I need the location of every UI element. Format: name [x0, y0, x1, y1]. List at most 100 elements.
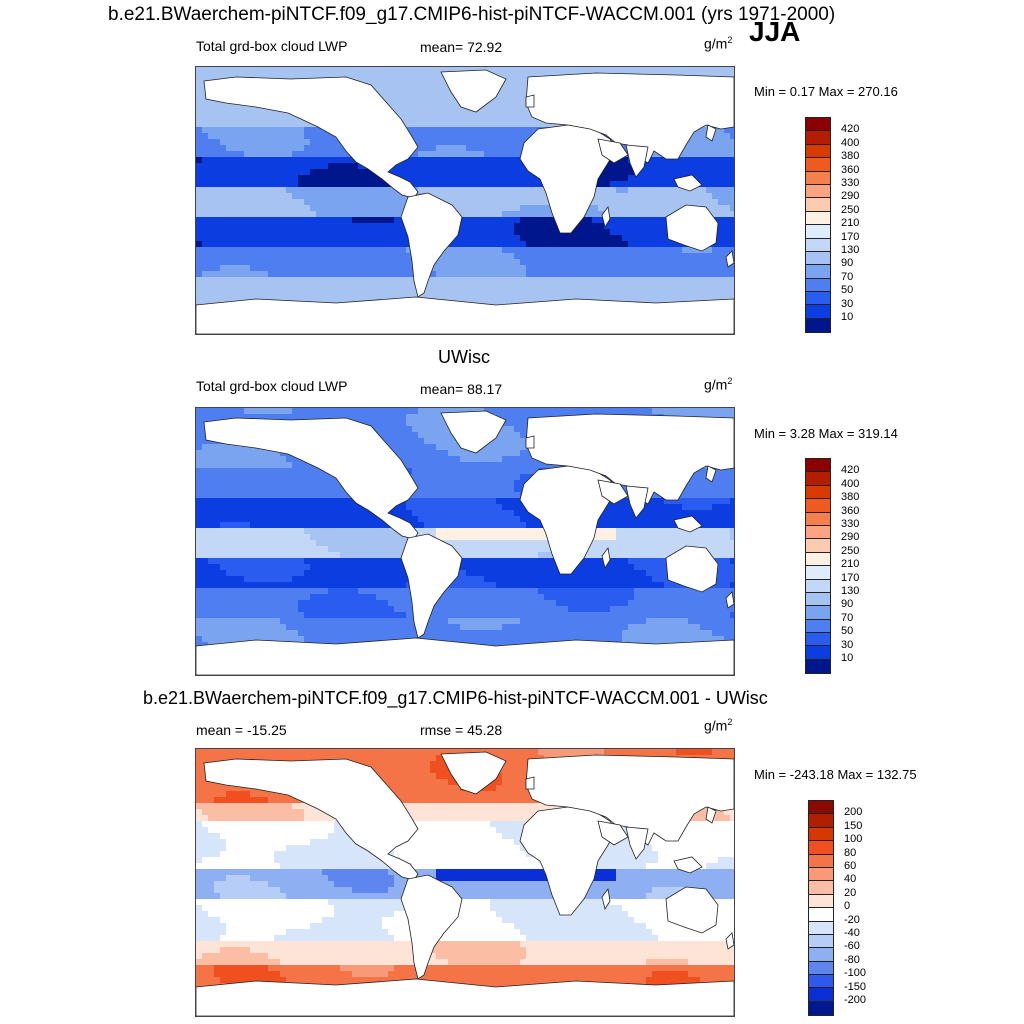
field-cell [388, 235, 394, 241]
field-cell [358, 259, 364, 265]
field-cell [514, 163, 520, 169]
field-cell [436, 127, 442, 133]
field-cell [388, 187, 394, 193]
field-cell [268, 211, 274, 217]
field-cell [652, 277, 658, 283]
field-cell [502, 163, 508, 169]
field-cell [220, 462, 226, 468]
field-cell [418, 73, 424, 79]
field-cell [442, 432, 448, 438]
panel2-map [195, 407, 735, 676]
field-cell [712, 253, 718, 259]
field-cell [508, 151, 514, 157]
field-cell [436, 73, 442, 79]
field-cell [214, 456, 220, 462]
field-cell [328, 259, 334, 265]
field-cell [316, 175, 322, 181]
field-cell [646, 199, 652, 205]
field-cell [706, 139, 712, 145]
field-cell [322, 133, 328, 139]
field-cell [610, 408, 616, 414]
field-cell [520, 181, 526, 187]
field-cell [466, 121, 472, 127]
field-cell [604, 283, 610, 289]
field-cell [364, 408, 370, 414]
field-cell [250, 199, 256, 205]
field-cell [226, 181, 232, 187]
field-cell [430, 444, 436, 450]
field-cell [406, 109, 412, 115]
field-cell [352, 193, 358, 199]
field-cell [712, 295, 718, 301]
field-cell [460, 199, 466, 205]
field-cell [310, 289, 316, 295]
field-cell [508, 462, 514, 468]
field-cell [502, 139, 508, 145]
field-cell [442, 169, 448, 175]
field-cell [376, 408, 382, 414]
field-cell [730, 408, 734, 414]
field-cell [202, 253, 208, 259]
field-cell [250, 73, 256, 79]
field-cell [508, 187, 514, 193]
field-cell [268, 127, 274, 133]
field-cell [262, 217, 268, 223]
field-cell [322, 408, 328, 414]
field-cell [370, 414, 376, 420]
field-cell [334, 217, 340, 223]
field-cell [406, 426, 412, 432]
field-cell [424, 169, 430, 175]
field-cell [676, 408, 682, 414]
field-cell [562, 235, 568, 241]
field-cell [622, 241, 628, 247]
field-cell [340, 289, 346, 295]
field-cell [442, 151, 448, 157]
field-cell [238, 450, 244, 456]
field-cell [430, 271, 436, 277]
field-cell [490, 175, 496, 181]
field-cell [724, 295, 730, 301]
field-cell [238, 253, 244, 259]
field-cell [394, 91, 400, 97]
field-cell [532, 217, 538, 223]
field-cell [214, 109, 220, 115]
field-cell [262, 277, 268, 283]
field-cell [640, 283, 646, 289]
field-cell [652, 235, 658, 241]
field-cell [352, 241, 358, 247]
field-cell [322, 241, 328, 247]
field-cell [202, 115, 208, 121]
field-cell [304, 283, 310, 289]
field-cell [532, 121, 538, 127]
field-cell [220, 139, 226, 145]
field-cell [658, 289, 664, 295]
field-cell [292, 121, 298, 127]
field-cell [508, 193, 514, 199]
field-cell [508, 265, 514, 271]
field-cell [460, 265, 466, 271]
field-cell [232, 444, 238, 450]
field-cell [280, 271, 286, 277]
field-cell [304, 265, 310, 271]
field-cell [352, 235, 358, 241]
field-cell [262, 175, 268, 181]
field-cell [448, 115, 454, 121]
field-cell [694, 133, 700, 139]
field-cell [658, 181, 664, 187]
field-cell [406, 103, 412, 109]
field-cell [484, 121, 490, 127]
field-cell [646, 181, 652, 187]
field-cell [406, 277, 412, 283]
field-cell [700, 199, 706, 205]
field-cell [352, 414, 358, 420]
field-cell [424, 444, 430, 450]
field-cell [460, 462, 466, 468]
field-cell [688, 199, 694, 205]
field-cell [580, 223, 586, 229]
field-cell [382, 223, 388, 229]
field-cell [562, 265, 568, 271]
field-cell [544, 217, 550, 223]
field-cell [298, 271, 304, 277]
field-cell [502, 193, 508, 199]
field-cell [700, 193, 706, 199]
